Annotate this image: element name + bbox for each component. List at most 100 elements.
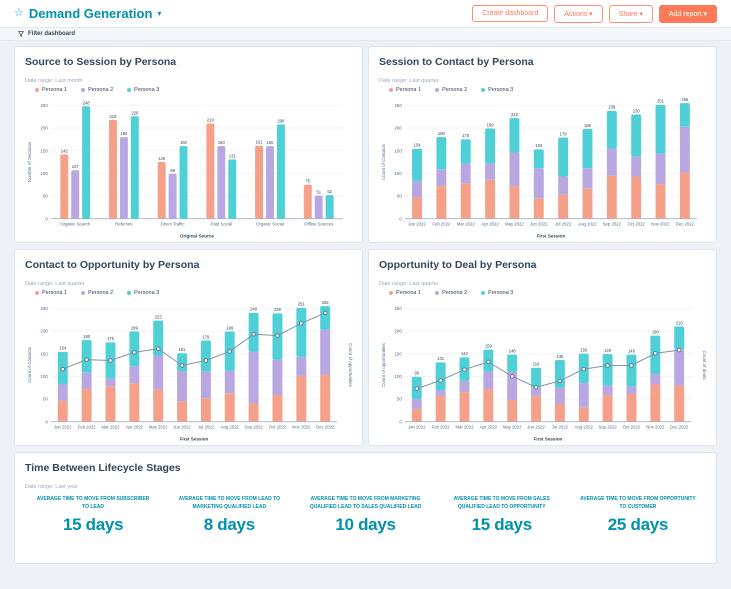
svg-text:Count of Contacts: Count of Contacts — [27, 346, 32, 383]
legend-dot-icon — [435, 88, 440, 92]
metric-label: Average time to move from Lead to Market… — [178, 496, 280, 510]
svg-text:Aug 2022: Aug 2022 — [221, 425, 240, 430]
legend-dot-icon — [481, 88, 486, 92]
stacked-bar-line-chart: 0 50 100 150 200 250 Count of Contacts Count of… — [27, 300, 353, 442]
svg-text:223: 223 — [155, 314, 163, 319]
legend-item[interactable]: Persona 1 — [389, 87, 421, 93]
chart-legend: Persona 1 Persona 2 Persona 3 — [389, 290, 706, 296]
svg-text:Count of deals: Count of deals — [702, 351, 707, 381]
svg-text:142: 142 — [61, 148, 69, 153]
svg-text:199: 199 — [131, 325, 139, 330]
svg-text:148: 148 — [628, 348, 636, 353]
chart-legend: Persona 1 Persona 2 Persona 3 — [35, 87, 352, 93]
svg-text:255: 255 — [322, 300, 330, 305]
filter-bar: Filter dashboard — [0, 28, 731, 41]
svg-text:Jun 2022: Jun 2022 — [173, 425, 191, 430]
svg-text:180: 180 — [120, 131, 128, 136]
svg-text:Referrals: Referrals — [115, 222, 132, 227]
svg-text:Dec 2022: Dec 2022 — [676, 222, 695, 227]
legend-label: Persona 1 — [42, 290, 68, 296]
chart-legend: Persona 1 Persona 2 Persona 3 — [389, 87, 706, 93]
svg-text:Nov 2022: Nov 2022 — [292, 425, 311, 430]
report-title: Session to Contact by Persona — [379, 56, 534, 68]
svg-text:107: 107 — [72, 164, 80, 169]
legend-item[interactable]: Persona 2 — [435, 290, 467, 296]
legend-label: Persona 3 — [488, 290, 514, 296]
metric-value: 15 days — [471, 515, 533, 534]
legend-item[interactable]: Persona 3 — [481, 290, 513, 296]
legend-item[interactable]: Persona 2 — [81, 87, 113, 93]
svg-text:May 2022: May 2022 — [149, 425, 168, 430]
chart-legend: Persona 1 Persona 2 Persona 3 — [35, 290, 352, 296]
svg-text:50: 50 — [397, 397, 402, 402]
legend-dot-icon — [35, 88, 39, 92]
report-title: Time Between Lifecycle Stages — [25, 462, 181, 474]
svg-text:250: 250 — [40, 306, 48, 311]
grouped-bar-chart: 0 50 100 150 200 250 Number of Sessions Organic… — [27, 100, 344, 239]
dashboard-title-dropdown[interactable]: ☆ Demand Generation ▾ — [14, 6, 161, 21]
metric-label: Average time to move from Opportunity to… — [580, 496, 696, 510]
lifecycle-metric: Average time to move from Subscriber to … — [25, 496, 161, 535]
legend-item[interactable]: Persona 1 — [35, 87, 67, 93]
svg-text:251: 251 — [298, 302, 306, 307]
svg-text:50: 50 — [43, 397, 48, 402]
top-bar: ☆ Demand Generation ▾ Create dashboard A… — [0, 0, 731, 28]
svg-text:100: 100 — [394, 171, 402, 176]
svg-text:Jun 2022: Jun 2022 — [527, 425, 545, 430]
legend-dot-icon — [481, 291, 486, 295]
add-report-button[interactable]: Add report ▾ — [658, 4, 717, 23]
svg-text:Count of Contacts: Count of Contacts — [381, 143, 386, 180]
svg-text:161: 161 — [256, 140, 264, 145]
filter-dashboard-link[interactable]: Filter dashboard — [28, 31, 76, 37]
svg-text:248: 248 — [83, 100, 91, 105]
svg-text:210: 210 — [676, 320, 684, 325]
metric-label: Average time to move from Sales Qualifie… — [453, 496, 550, 510]
svg-text:Apr 2022: Apr 2022 — [481, 222, 499, 227]
legend-label: Persona 3 — [488, 87, 514, 93]
legend-label: Persona 2 — [442, 87, 468, 93]
metric-value: 15 days — [62, 515, 124, 534]
actions-button[interactable]: Actions ▾ — [554, 4, 603, 23]
svg-text:150: 150 — [394, 351, 402, 356]
legend-item[interactable]: Persona 3 — [127, 87, 159, 93]
svg-text:Jul 2022: Jul 2022 — [552, 425, 569, 430]
svg-text:119: 119 — [533, 362, 540, 367]
svg-text:190: 190 — [652, 329, 660, 334]
svg-text:250: 250 — [394, 306, 402, 311]
legend-item[interactable]: Persona 3 — [481, 87, 513, 93]
svg-text:Count of opportunities: Count of opportunities — [348, 343, 353, 387]
svg-text:Paid Social: Paid Social — [211, 222, 232, 227]
create-dashboard-button[interactable]: Create dashboard — [472, 5, 549, 22]
legend-label: Persona 2 — [88, 87, 114, 93]
metric-label: Average time to move from Subscriber to … — [36, 496, 150, 510]
svg-text:Apr 2022: Apr 2022 — [126, 425, 144, 430]
metric-label: Average time to move from Marketing Qual… — [309, 496, 422, 510]
favorite-star-icon[interactable]: ☆ — [14, 7, 24, 19]
svg-text:142: 142 — [461, 351, 469, 356]
legend-item[interactable]: Persona 2 — [435, 87, 467, 93]
svg-text:Feb 2022: Feb 2022 — [78, 425, 97, 430]
svg-text:210: 210 — [207, 118, 215, 123]
svg-text:Jan 2022: Jan 2022 — [54, 425, 72, 430]
legend-item[interactable]: Persona 2 — [81, 290, 113, 296]
svg-text:Jul 2022: Jul 2022 — [198, 425, 215, 430]
svg-text:208: 208 — [277, 118, 285, 123]
svg-text:Sep 2022: Sep 2022 — [603, 222, 622, 227]
legend-dot-icon — [81, 291, 86, 295]
legend-item[interactable]: Persona 1 — [35, 290, 67, 296]
svg-text:251: 251 — [657, 99, 665, 104]
date-range-label: Date range: Last quarter — [379, 78, 439, 84]
lifecycle-metric: Average time to move from Opportunity to… — [570, 496, 706, 535]
report-title: Contact to Opportunity by Persona — [25, 259, 200, 271]
legend-item[interactable]: Persona 3 — [127, 290, 159, 296]
svg-text:May 2022: May 2022 — [503, 425, 522, 430]
svg-text:Feb 2022: Feb 2022 — [432, 425, 451, 430]
legend-item[interactable]: Persona 1 — [389, 290, 421, 296]
svg-text:250: 250 — [40, 103, 48, 108]
svg-text:Jan 2022: Jan 2022 — [408, 425, 426, 430]
metric-value: 8 days — [203, 515, 255, 534]
svg-text:200: 200 — [394, 126, 402, 131]
svg-text:160: 160 — [267, 140, 275, 145]
share-button[interactable]: Share ▾ — [608, 4, 653, 23]
svg-text:136: 136 — [556, 354, 564, 359]
